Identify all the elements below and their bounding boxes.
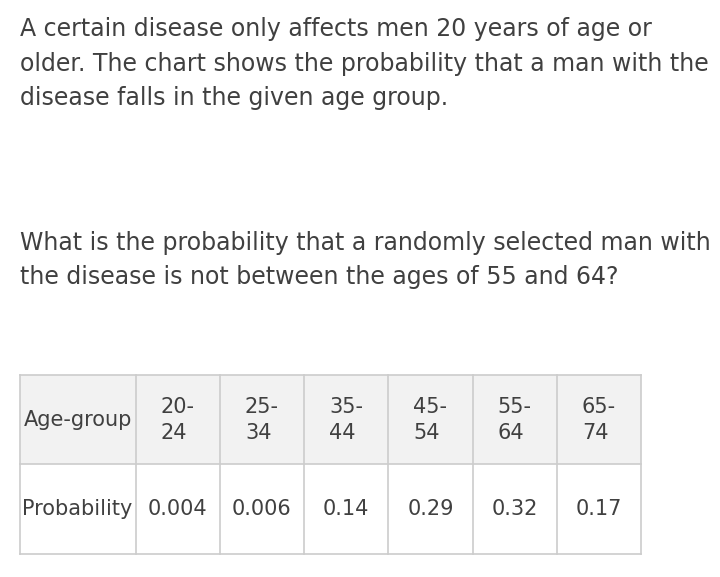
FancyBboxPatch shape <box>20 375 642 464</box>
Text: 0.29: 0.29 <box>408 499 454 519</box>
Text: Probability: Probability <box>22 499 133 519</box>
Text: A certain disease only affects men 20 years of age or older. The chart shows the: A certain disease only affects men 20 ye… <box>20 17 708 110</box>
Text: 35-
44: 35- 44 <box>329 396 363 443</box>
Text: What is the probability that a randomly selected man with the disease is not bet: What is the probability that a randomly … <box>20 231 711 289</box>
Text: 20-
24: 20- 24 <box>161 396 194 443</box>
FancyBboxPatch shape <box>20 375 642 464</box>
Text: 0.006: 0.006 <box>232 499 292 519</box>
Text: 0.004: 0.004 <box>148 499 207 519</box>
Text: 55-
64: 55- 64 <box>498 396 532 443</box>
Text: Age-group: Age-group <box>24 410 132 430</box>
FancyBboxPatch shape <box>20 464 642 554</box>
Text: 0.32: 0.32 <box>492 499 538 519</box>
Text: 0.14: 0.14 <box>323 499 369 519</box>
Text: 0.17: 0.17 <box>576 499 622 519</box>
Text: 25-
34: 25- 34 <box>245 396 279 443</box>
Text: 65-
74: 65- 74 <box>582 396 616 443</box>
Text: 45-
54: 45- 54 <box>413 396 448 443</box>
